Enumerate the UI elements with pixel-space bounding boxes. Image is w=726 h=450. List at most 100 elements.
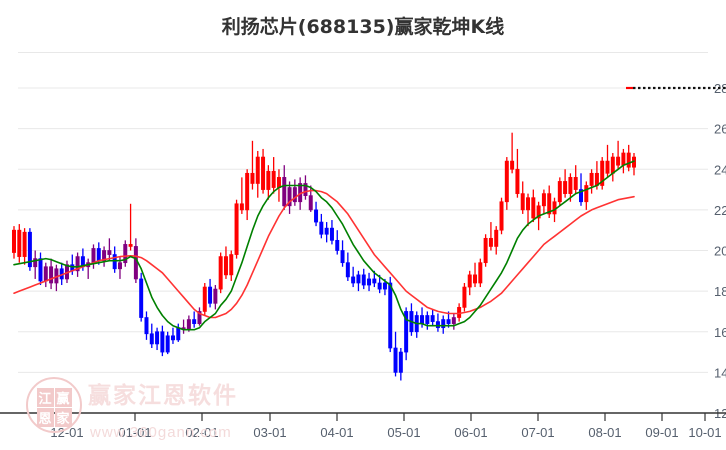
candle [335,230,340,255]
candle [12,226,16,259]
candle [303,175,308,200]
candle [91,244,96,269]
candle [38,252,43,286]
candle [345,252,350,281]
y-axis-label: 24 [714,162,726,177]
candle [584,181,589,210]
candle [605,144,610,178]
candle [457,303,462,322]
candle [510,132,515,174]
x-axis-label: 06-01 [454,425,487,440]
candle [160,325,165,357]
candle [404,307,409,361]
candle [340,240,345,267]
candle [234,199,239,259]
candle [409,303,414,336]
x-axis-label: 04-01 [320,425,353,440]
candle [139,272,144,322]
candle [515,148,520,198]
candle [563,169,568,198]
candle [223,246,228,279]
candle [170,327,175,344]
y-axis-label: 26 [714,122,726,137]
candle [165,331,170,355]
candle [208,278,213,308]
candle [356,270,361,292]
candle [255,150,260,198]
ma-short-line [13,160,635,331]
candle [176,323,181,342]
y-axis-label: 18 [714,284,726,299]
candle [610,153,615,182]
candle [600,157,605,190]
candle [494,226,499,255]
candle [589,169,594,194]
candle [632,153,636,176]
candle [123,240,128,267]
x-axis-label: 01-01 [118,425,151,440]
candle [499,197,504,235]
candle [361,268,366,290]
candle [616,140,621,170]
candle [266,165,271,200]
candle [414,311,419,338]
candle [520,181,525,214]
candle [430,309,435,326]
candle [393,331,398,377]
candle [292,179,297,206]
candle [49,258,54,290]
candle [27,228,32,271]
candle [102,246,107,267]
candle [367,272,372,292]
candle [526,193,531,227]
candle [229,250,234,281]
candle [197,307,202,326]
candle [192,311,197,328]
y-axis-label: 20 [714,244,726,259]
candle [467,270,472,296]
candle [324,222,329,243]
candle [425,311,430,330]
x-axis-label: 05-01 [387,425,420,440]
candle [75,252,80,277]
candle [149,323,154,348]
candle [261,148,266,194]
candle [573,165,578,194]
x-axis-label: 12-01 [50,425,83,440]
title-divider [18,52,708,53]
candle [276,169,281,202]
candle [388,276,393,353]
candle [43,262,48,288]
candle [579,173,584,206]
candle [626,144,631,172]
candle [155,327,160,351]
candle [319,213,324,239]
candle [314,201,319,227]
y-axis-label: 14 [714,365,726,380]
candle [17,224,22,263]
candle [441,315,446,334]
candle [504,157,509,210]
x-axis-label: 10-01 [688,425,721,440]
candle [483,234,488,267]
candle [541,189,546,214]
candle [128,203,133,251]
candle [488,222,493,251]
candle [86,258,91,279]
candle [473,262,478,288]
candle [202,283,207,316]
candle [213,285,218,310]
candle [329,220,334,245]
candle [218,252,223,294]
candle [557,177,562,206]
page-title: 利扬芯片(688135)赢家乾坤K线 [221,16,505,38]
candle [451,313,456,330]
candle [435,313,440,332]
candle [239,177,244,214]
x-axis-label: 08-01 [588,425,621,440]
candle [112,246,117,273]
candle [351,266,356,288]
candle [462,283,467,312]
